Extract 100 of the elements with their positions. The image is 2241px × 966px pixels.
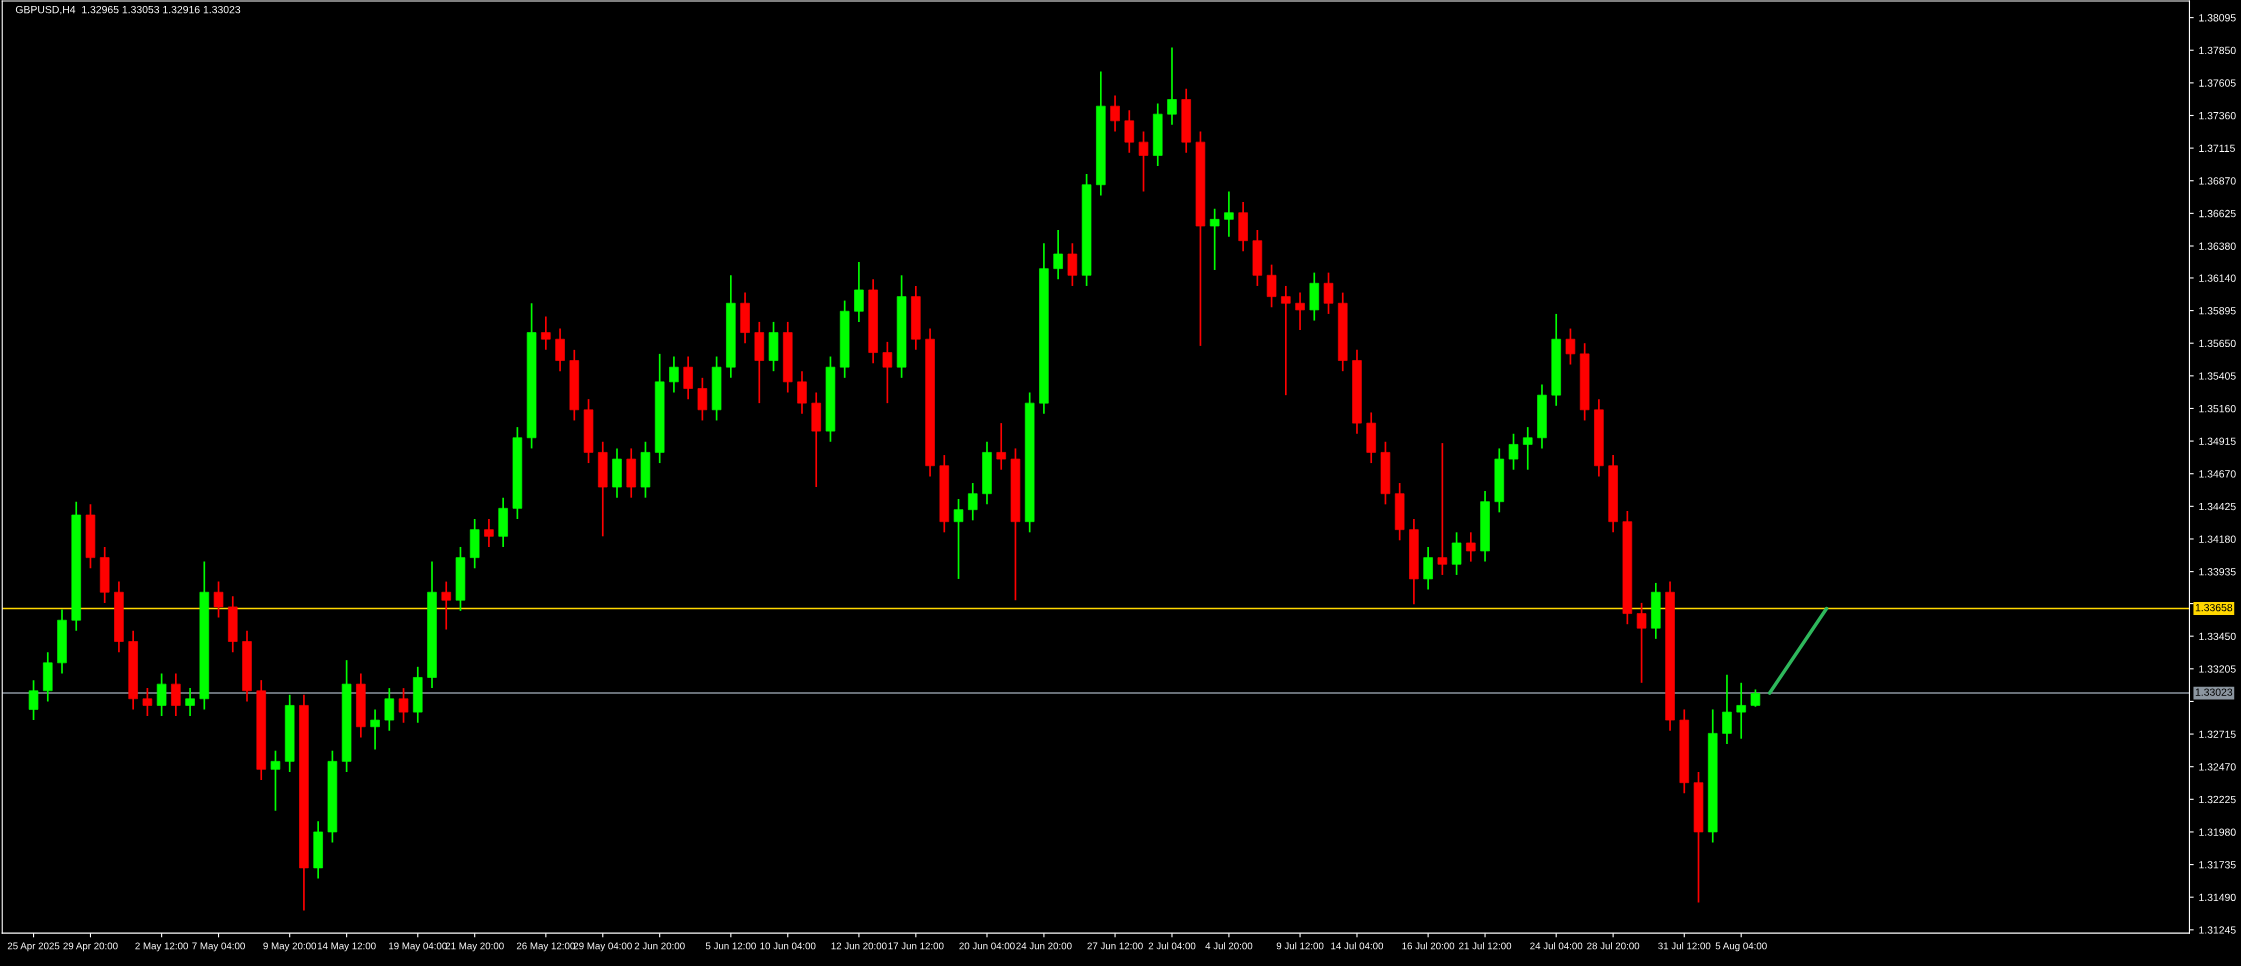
y-tick-label: 1.35405 [2199, 372, 2236, 380]
candlestick [1466, 531, 1476, 563]
candlestick [484, 518, 494, 548]
candlestick [28, 679, 39, 721]
x-tick-label: 2 May 12:00 [135, 942, 188, 952]
y-tick-label: 1.32715 [2199, 730, 2236, 738]
candlestick [555, 327, 565, 373]
candlestick [185, 687, 195, 717]
candlestick [441, 580, 451, 631]
candlestick [1522, 426, 1533, 471]
y-tick-label: 1.36380 [2199, 242, 2236, 250]
candlestick [953, 498, 964, 580]
x-tick-label: 17 Jun 12:00 [888, 942, 944, 950]
x-tick-label: 21 May 20:00 [445, 942, 504, 952]
x-tick-label: 29 May 04:00 [573, 942, 632, 952]
candlestick [270, 749, 281, 812]
y-tick-label: 1.34915 [2199, 437, 2236, 445]
candlestick [1736, 681, 1746, 740]
y-tick-label: 1.31490 [2199, 893, 2236, 902]
x-tick-label: 20 Jun 04:00 [959, 942, 1015, 950]
candlestick [1209, 207, 1220, 271]
x-tick-label: 28 Jul 20:00 [1587, 942, 1640, 950]
y-tick-label: 1.33205 [2199, 665, 2236, 673]
candlestick [142, 687, 153, 717]
ref-line-label: 1.33658 [2195, 603, 2233, 612]
y-tick-label: 1.33935 [2199, 568, 2236, 576]
candlestick [1722, 673, 1732, 745]
x-tick-label: 12 Jun 20:00 [831, 942, 887, 950]
y-tick-label: 1.36625 [2199, 209, 2236, 218]
x-tick-label: 26 May 12:00 [516, 942, 575, 952]
x-tick-label: 10 Jun 04:00 [760, 942, 816, 950]
candlestick [1281, 285, 1291, 396]
chart-title: GBPUSD,H4 1.32965 1.33053 1.32916 1.33023 [15, 5, 241, 15]
x-tick-label: 14 Jul 04:00 [1331, 942, 1384, 950]
candlestick [1124, 109, 1135, 154]
candlestick [1323, 271, 1334, 315]
candlestick [882, 341, 893, 404]
x-tick-label: 5 Aug 04:00 [1715, 942, 1767, 952]
candlestick [683, 355, 693, 400]
candlestick [171, 672, 181, 717]
candlestick [854, 261, 864, 323]
y-tick-label: 1.35160 [2199, 404, 2236, 413]
candlestick [669, 355, 679, 394]
candlestick [1451, 531, 1462, 576]
x-tick-label: 5 Jun 12:00 [705, 942, 756, 950]
candlestick [398, 687, 409, 724]
candlestick [1167, 46, 1177, 126]
candlestick [370, 708, 380, 751]
x-tick-label: 31 Jul 12:00 [1658, 942, 1711, 950]
y-tick-label: 1.31980 [2199, 828, 2236, 836]
candlestick [1423, 546, 1433, 591]
candlestick [541, 315, 551, 351]
y-tick-label: 1.34670 [2199, 470, 2236, 478]
candlestick [1508, 432, 1519, 471]
x-tick-label: 7 May 04:00 [192, 942, 245, 952]
candlestick [1636, 602, 1647, 684]
candlestick [967, 482, 978, 522]
x-tick-label: 9 Jul 12:00 [1276, 942, 1324, 950]
candlestick [1110, 94, 1120, 133]
y-tick-label: 1.37850 [2199, 46, 2236, 55]
candlestick [213, 580, 224, 619]
y-tick-label: 1.38095 [2199, 14, 2236, 22]
x-tick-label: 24 Jun 20:00 [1016, 942, 1072, 950]
y-tick-label: 1.36140 [2199, 274, 2236, 282]
y-tick-label: 1.37360 [2199, 111, 2236, 120]
y-tick-label: 1.32225 [2199, 795, 2236, 804]
ref-line-label: 1.33023 [2195, 688, 2233, 696]
x-tick-label: 14 May 12:00 [317, 942, 376, 952]
y-tick-label: 1.35895 [2199, 307, 2236, 315]
y-tick-label: 1.36870 [2199, 177, 2236, 185]
y-tick-label: 1.31735 [2199, 861, 2236, 869]
candlestick [1067, 242, 1078, 287]
x-tick-label: 25 Apr 2025 [7, 942, 60, 952]
x-tick-label: 2 Jun 20:00 [634, 942, 685, 950]
candlestick [156, 672, 167, 717]
x-tick-label: 19 May 04:00 [389, 942, 447, 952]
x-tick-label: 29 Apr 20:00 [63, 942, 118, 952]
x-tick-label: 9 May 20:00 [263, 942, 317, 952]
candlestick [996, 422, 1006, 471]
candlestick [384, 687, 395, 732]
x-tick-label: 27 Jun 12:00 [1087, 942, 1143, 950]
x-tick-label: 4 Jul 20:00 [1205, 942, 1253, 950]
y-tick-label: 1.33450 [2199, 632, 2236, 641]
y-tick-label: 1.37605 [2199, 79, 2236, 87]
candlestick [1437, 442, 1448, 576]
y-tick-label: 1.35650 [2199, 339, 2236, 348]
candlestick [1565, 327, 1576, 366]
x-tick-label: 24 Jul 04:00 [1530, 942, 1583, 950]
candlestick [1138, 130, 1149, 193]
y-tick-label: 1.34425 [2199, 502, 2236, 511]
x-tick-label: 21 Jul 12:00 [1459, 942, 1512, 950]
x-tick-label: 16 Jul 20:00 [1402, 942, 1455, 950]
y-tick-label: 1.32470 [2199, 763, 2236, 771]
y-tick-label: 1.37115 [2199, 144, 2235, 152]
y-tick-label: 1.34180 [2199, 535, 2236, 543]
candlestick [797, 370, 807, 415]
candlestick [1224, 190, 1234, 238]
candlestick [1266, 263, 1277, 309]
candlestick [697, 377, 708, 422]
x-tick-label: 2 Jul 04:00 [1148, 942, 1196, 950]
